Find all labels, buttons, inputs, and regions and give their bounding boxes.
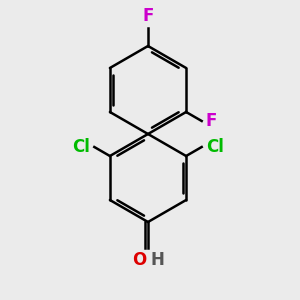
Text: F: F	[142, 7, 154, 25]
Text: Cl: Cl	[206, 138, 224, 156]
Text: H: H	[150, 251, 164, 269]
Text: F: F	[206, 112, 217, 130]
Text: O: O	[132, 251, 146, 269]
Text: Cl: Cl	[72, 138, 90, 156]
